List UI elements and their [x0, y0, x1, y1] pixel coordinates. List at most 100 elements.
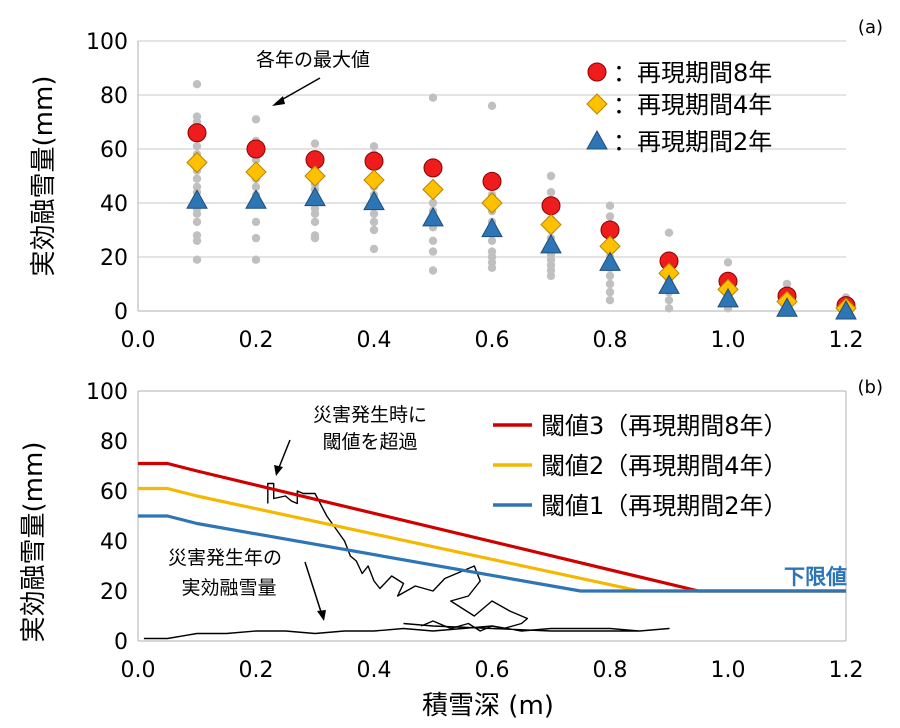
- panel-b-y-tick-label: 100: [86, 380, 128, 405]
- annual-max-point: [369, 217, 379, 227]
- annual-max-point: [664, 296, 674, 305]
- annual-max-point: [487, 236, 497, 245]
- panel-b-x-tick-label: 0.4: [357, 658, 392, 683]
- panel-b-y-tick-label: 20: [100, 580, 128, 605]
- panel-a-label: (a): [858, 17, 883, 38]
- legend-label: ：再現期間8年: [613, 59, 772, 87]
- lower-limit-label: 下限値: [784, 565, 847, 589]
- legend-label: 閾値1（再現期間2年）: [541, 492, 788, 520]
- marker-diamond: [481, 192, 503, 214]
- panel-b-x-tick-label: 1.2: [829, 658, 864, 683]
- annual-max-point: [310, 217, 320, 227]
- panel-b-y-tick-label: 80: [100, 430, 128, 455]
- annual-max-point: [546, 188, 556, 197]
- threshold-lines: [138, 461, 846, 640]
- return-period-markers: [186, 123, 857, 320]
- annotation-disaster-line1: 災害発生時に: [313, 404, 427, 426]
- annual-max-point: [310, 139, 320, 148]
- marker-circle: [187, 123, 207, 143]
- panel-a-y-tick-label: 100: [86, 30, 128, 55]
- annotation-disaster-line2: 閾値を超過: [322, 431, 417, 453]
- annotation-exceed-arrow-head: [274, 465, 283, 476]
- annual-max-point: [487, 263, 497, 272]
- annual-max-point: [192, 174, 202, 183]
- annual-max-point: [369, 244, 379, 254]
- annual-max-point: [546, 271, 556, 281]
- marker-triangle: [186, 189, 208, 209]
- panel-a-x-tick-label: 0.0: [121, 328, 156, 353]
- panel-b-axes: [137, 390, 847, 642]
- marker-triangle: [245, 189, 267, 209]
- annual-max-point: [605, 287, 615, 297]
- annual-max-point: [428, 236, 438, 245]
- annual-max-point: [192, 255, 202, 264]
- annual-max-point: [310, 209, 320, 218]
- annotation-melt-line2: 実効融雪量: [181, 577, 276, 599]
- panel-a-x-tick-label: 0.4: [357, 328, 392, 353]
- marker-circle: [246, 139, 266, 159]
- marker-circle: [541, 196, 561, 216]
- panel-a-y-tick-label: 20: [100, 246, 128, 271]
- annual-max-point: [605, 279, 615, 289]
- marker-triangle: [835, 299, 857, 320]
- marker-triangle: [304, 186, 326, 207]
- panel-b-legend: 閾値3（再現期間8年） 閾値2（再現期間4年） 閾値1（再現期間2年）: [493, 412, 788, 520]
- snowmelt-trace: [267, 482, 529, 632]
- annotation-melt-line1: 災害発生年の: [168, 547, 282, 569]
- annual-max-point: [664, 228, 674, 237]
- threshold-line-1: [138, 514, 846, 593]
- annual-max-point: [192, 142, 202, 151]
- legend-marker-circle: [587, 62, 607, 82]
- panel-a-y-tick-label: 40: [100, 192, 128, 217]
- panel-a-x-tick-label: 1.0: [711, 328, 746, 353]
- annual-max-point: [605, 296, 615, 305]
- legend-label: 閾値3（再現期間8年）: [541, 412, 788, 440]
- panel-b-label: (b): [858, 377, 883, 398]
- annotation-melt-arrow-head: [317, 610, 326, 621]
- annual-max-point: [369, 209, 379, 218]
- panel-b-y-axis-label: 実効融雪量(mm): [19, 442, 49, 643]
- marker-diamond: [245, 161, 267, 183]
- marker-diamond: [186, 151, 208, 174]
- marker-triangle: [599, 251, 621, 271]
- legend-label: ：再現期間2年: [613, 128, 772, 156]
- panel-a-y-tick-label: 60: [100, 138, 128, 163]
- annotation-melt-arrow: [304, 561, 323, 616]
- panel-b-x-tick-label: 1.0: [711, 658, 746, 683]
- annual-max-point: [605, 201, 615, 210]
- legend-marker-triangle: [586, 129, 608, 150]
- marker-triangle: [481, 217, 503, 238]
- annual-max-point: [487, 101, 497, 111]
- annual-max-point: [428, 266, 438, 275]
- annual-max-point: [251, 255, 261, 264]
- annotation-arrow-head: [272, 96, 285, 106]
- annual-max-point: [251, 233, 261, 243]
- annual-max-point: [605, 271, 615, 281]
- panel-a-x-tick-label: 0.6: [475, 328, 510, 353]
- marker-triangle: [658, 274, 680, 294]
- panel-a: 0 20 40 60 80 100 0.0 0.2 0.4 0.6 0.8 1.0 1.2 (a) 実効…: [29, 17, 883, 353]
- panel-a-tick-labels: 0 20 40 60 80 100 0.0 0.2 0.4 0.6 0.8 1.0 1.2: [86, 30, 864, 353]
- panel-a-x-tick-label: 0.2: [239, 328, 274, 353]
- marker-circle: [423, 158, 443, 178]
- marker-triangle: [717, 287, 739, 308]
- panel-b-y-tick-label: 0: [114, 630, 128, 655]
- legend-marker-diamond: [586, 93, 608, 115]
- marker-triangle: [422, 206, 444, 227]
- annual-max-point: [664, 304, 674, 313]
- panel-b-x-tick-label: 0.2: [239, 658, 274, 683]
- annual-max-point: [251, 217, 261, 227]
- legend-label: ：再現期間4年: [613, 91, 772, 119]
- annual-max-point: [723, 258, 733, 267]
- annual-max-point: [251, 115, 261, 124]
- annual-max-point: [369, 142, 379, 151]
- annual-max-point: [192, 236, 202, 245]
- marker-triangle: [540, 233, 562, 254]
- panel-b-x-tick-label: 0.0: [121, 658, 156, 683]
- panel-b-y-tick-label: 40: [100, 530, 128, 555]
- annual-max-point: [192, 80, 202, 89]
- annual-max-point: [428, 247, 438, 256]
- marker-circle: [364, 151, 384, 171]
- panel-a-y-axis-label: 実効融雪量(mm): [29, 76, 59, 277]
